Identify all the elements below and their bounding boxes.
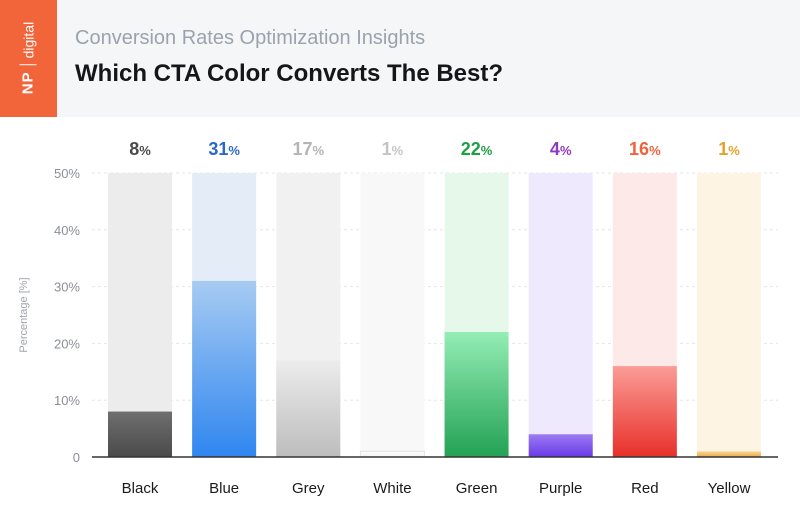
x-tick-label: Blue (209, 480, 239, 497)
y-tick-label: 50% (54, 166, 80, 181)
chart-title: Which CTA Color Converts The Best? (75, 60, 504, 87)
logo-text: NP digital (19, 21, 37, 95)
data-label: 16% (629, 139, 661, 159)
x-tick-label: Purple (539, 480, 582, 497)
data-label: 4% (550, 139, 572, 159)
logo-np: NP (19, 64, 37, 95)
data-label: 31% (208, 139, 240, 159)
y-tick-label: 30% (54, 280, 80, 295)
bar[interactable] (444, 332, 509, 457)
bar-track (108, 173, 172, 457)
bar-track (528, 173, 593, 457)
bar[interactable] (192, 280, 257, 457)
logo-digital: digital (20, 21, 36, 59)
bar[interactable] (276, 360, 341, 457)
x-tick-label: Yellow (708, 480, 751, 497)
data-label: 1% (382, 139, 404, 159)
bar[interactable] (359, 450, 425, 458)
y-tick-label: 10% (54, 393, 80, 408)
data-label: 22% (461, 139, 493, 159)
bar[interactable] (528, 434, 593, 457)
chart-subtitle: Conversion Rates Optimization Insights (75, 27, 426, 49)
bar[interactable] (697, 451, 761, 457)
x-tick-label: White (373, 480, 411, 497)
x-tick-label: Red (631, 480, 659, 497)
data-label: 8% (129, 139, 151, 159)
bar-track (360, 173, 425, 457)
y-tick-label: 0 (73, 450, 80, 465)
data-label: 17% (292, 139, 324, 159)
x-tick-label: Green (456, 480, 498, 497)
x-tick-label: Grey (292, 480, 325, 497)
x-tick-label: Black (122, 480, 159, 497)
bar-track (697, 173, 761, 457)
np-digital-logo: NP digital (0, 0, 57, 117)
header: NP digital Conversion Rates Optimization… (0, 0, 800, 117)
y-tick-label: 40% (54, 223, 80, 238)
bar[interactable] (612, 366, 677, 457)
bar-chart: 0 10% 20% 30% 40% 50% 8% Black 31% Blue 17% Grey 1% W… (54, 139, 778, 497)
bar[interactable] (108, 411, 172, 457)
data-label: 1% (718, 139, 740, 159)
y-tick-label: 20% (54, 336, 80, 351)
